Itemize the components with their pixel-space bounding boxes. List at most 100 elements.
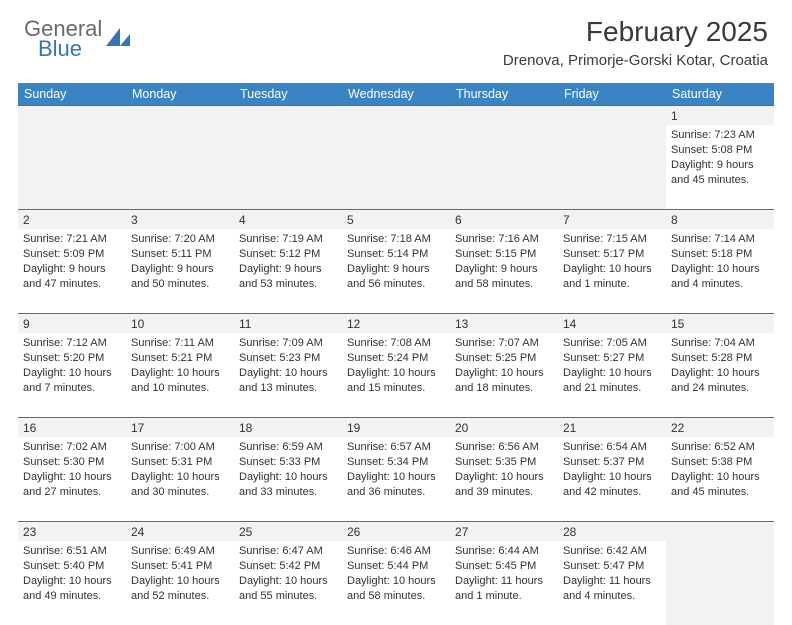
day-cell: Sunrise: 6:51 AMSunset: 5:40 PMDaylight:… <box>18 541 126 625</box>
logo: General Blue <box>24 16 132 62</box>
day-cell: Sunrise: 7:12 AMSunset: 5:20 PMDaylight:… <box>18 333 126 417</box>
day-number-row: 232425262728 <box>18 522 774 541</box>
day-cell: Sunrise: 7:00 AMSunset: 5:31 PMDaylight:… <box>126 437 234 521</box>
day-cell: Sunrise: 7:23 AMSunset: 5:08 PMDaylight:… <box>666 125 774 209</box>
day-number: 8 <box>666 210 774 229</box>
day-details: Sunrise: 7:05 AMSunset: 5:27 PMDaylight:… <box>563 336 661 395</box>
day-header-cell: Saturday <box>666 83 774 105</box>
day-content-row: Sunrise: 7:21 AMSunset: 5:09 PMDaylight:… <box>18 229 774 313</box>
day-cell: Sunrise: 7:04 AMSunset: 5:28 PMDaylight:… <box>666 333 774 417</box>
day-details: Sunrise: 7:02 AMSunset: 5:30 PMDaylight:… <box>23 440 121 499</box>
day-details: Sunrise: 6:51 AMSunset: 5:40 PMDaylight:… <box>23 544 121 603</box>
day-number-row: 1 <box>18 106 774 125</box>
day-cell: Sunrise: 7:05 AMSunset: 5:27 PMDaylight:… <box>558 333 666 417</box>
day-number-row: 9101112131415 <box>18 314 774 333</box>
empty-cell <box>126 125 234 209</box>
day-cell: Sunrise: 7:21 AMSunset: 5:09 PMDaylight:… <box>18 229 126 313</box>
day-details: Sunrise: 7:12 AMSunset: 5:20 PMDaylight:… <box>23 336 121 395</box>
day-details: Sunrise: 6:54 AMSunset: 5:37 PMDaylight:… <box>563 440 661 499</box>
day-number: 15 <box>666 314 774 333</box>
day-number: 26 <box>342 522 450 541</box>
day-header-cell: Thursday <box>450 83 558 105</box>
empty-cell <box>342 125 450 209</box>
day-number: 21 <box>558 418 666 437</box>
day-details: Sunrise: 7:11 AMSunset: 5:21 PMDaylight:… <box>131 336 229 395</box>
day-cell: Sunrise: 6:54 AMSunset: 5:37 PMDaylight:… <box>558 437 666 521</box>
day-cell: Sunrise: 6:49 AMSunset: 5:41 PMDaylight:… <box>126 541 234 625</box>
day-cell: Sunrise: 7:15 AMSunset: 5:17 PMDaylight:… <box>558 229 666 313</box>
day-cell: Sunrise: 7:11 AMSunset: 5:21 PMDaylight:… <box>126 333 234 417</box>
month-title: February 2025 <box>503 16 768 48</box>
day-cell: Sunrise: 7:14 AMSunset: 5:18 PMDaylight:… <box>666 229 774 313</box>
week-row: 9101112131415 Sunrise: 7:12 AMSunset: 5:2… <box>18 313 774 417</box>
empty-cell <box>666 541 774 625</box>
week-row: 16171819202122 Sunrise: 7:02 AMSunset: 5:… <box>18 417 774 521</box>
day-content-row: Sunrise: 7:23 AMSunset: 5:08 PMDaylight:… <box>18 125 774 209</box>
day-number: 19 <box>342 418 450 437</box>
day-number: 14 <box>558 314 666 333</box>
day-content-row: Sunrise: 6:51 AMSunset: 5:40 PMDaylight:… <box>18 541 774 625</box>
day-number: 11 <box>234 314 342 333</box>
day-details: Sunrise: 7:15 AMSunset: 5:17 PMDaylight:… <box>563 232 661 291</box>
day-details: Sunrise: 6:56 AMSunset: 5:35 PMDaylight:… <box>455 440 553 499</box>
day-details: Sunrise: 6:52 AMSunset: 5:38 PMDaylight:… <box>671 440 769 499</box>
day-header-cell: Friday <box>558 83 666 105</box>
day-number: 9 <box>18 314 126 333</box>
day-cell: Sunrise: 6:56 AMSunset: 5:35 PMDaylight:… <box>450 437 558 521</box>
day-number <box>450 106 558 125</box>
day-number <box>558 106 666 125</box>
day-number: 7 <box>558 210 666 229</box>
day-details: Sunrise: 7:19 AMSunset: 5:12 PMDaylight:… <box>239 232 337 291</box>
day-number: 27 <box>450 522 558 541</box>
day-cell: Sunrise: 7:07 AMSunset: 5:25 PMDaylight:… <box>450 333 558 417</box>
day-cell: Sunrise: 7:20 AMSunset: 5:11 PMDaylight:… <box>126 229 234 313</box>
day-cell: Sunrise: 6:46 AMSunset: 5:44 PMDaylight:… <box>342 541 450 625</box>
title-block: February 2025 Drenova, Primorje-Gorski K… <box>503 16 768 69</box>
day-details: Sunrise: 7:04 AMSunset: 5:28 PMDaylight:… <box>671 336 769 395</box>
empty-cell <box>558 125 666 209</box>
day-cell: Sunrise: 6:52 AMSunset: 5:38 PMDaylight:… <box>666 437 774 521</box>
day-number-row: 16171819202122 <box>18 418 774 437</box>
day-number: 20 <box>450 418 558 437</box>
day-number: 4 <box>234 210 342 229</box>
day-cell: Sunrise: 6:42 AMSunset: 5:47 PMDaylight:… <box>558 541 666 625</box>
day-cell: Sunrise: 6:44 AMSunset: 5:45 PMDaylight:… <box>450 541 558 625</box>
day-number: 22 <box>666 418 774 437</box>
day-number <box>126 106 234 125</box>
day-number: 1 <box>666 106 774 125</box>
day-details: Sunrise: 7:18 AMSunset: 5:14 PMDaylight:… <box>347 232 445 291</box>
day-details: Sunrise: 6:44 AMSunset: 5:45 PMDaylight:… <box>455 544 553 603</box>
day-number: 18 <box>234 418 342 437</box>
day-details: Sunrise: 6:57 AMSunset: 5:34 PMDaylight:… <box>347 440 445 499</box>
day-details: Sunrise: 7:20 AMSunset: 5:11 PMDaylight:… <box>131 232 229 291</box>
calendar: SundayMondayTuesdayWednesdayThursdayFrid… <box>18 83 774 625</box>
day-number: 25 <box>234 522 342 541</box>
day-details: Sunrise: 6:49 AMSunset: 5:41 PMDaylight:… <box>131 544 229 603</box>
day-number: 16 <box>18 418 126 437</box>
day-header-cell: Monday <box>126 83 234 105</box>
day-details: Sunrise: 7:14 AMSunset: 5:18 PMDaylight:… <box>671 232 769 291</box>
day-number: 24 <box>126 522 234 541</box>
day-content-row: Sunrise: 7:12 AMSunset: 5:20 PMDaylight:… <box>18 333 774 417</box>
day-cell: Sunrise: 7:18 AMSunset: 5:14 PMDaylight:… <box>342 229 450 313</box>
day-details: Sunrise: 7:07 AMSunset: 5:25 PMDaylight:… <box>455 336 553 395</box>
day-number: 12 <box>342 314 450 333</box>
week-row: 232425262728 Sunrise: 6:51 AMSunset: 5:40… <box>18 521 774 625</box>
day-details: Sunrise: 6:46 AMSunset: 5:44 PMDaylight:… <box>347 544 445 603</box>
day-cell: Sunrise: 7:08 AMSunset: 5:24 PMDaylight:… <box>342 333 450 417</box>
day-details: Sunrise: 7:08 AMSunset: 5:24 PMDaylight:… <box>347 336 445 395</box>
day-cell: Sunrise: 7:19 AMSunset: 5:12 PMDaylight:… <box>234 229 342 313</box>
weeks-container: 1Sunrise: 7:23 AMSunset: 5:08 PMDaylight… <box>18 105 774 625</box>
day-cell: Sunrise: 6:47 AMSunset: 5:42 PMDaylight:… <box>234 541 342 625</box>
day-cell: Sunrise: 6:59 AMSunset: 5:33 PMDaylight:… <box>234 437 342 521</box>
day-number <box>18 106 126 125</box>
day-header-cell: Tuesday <box>234 83 342 105</box>
day-details: Sunrise: 7:16 AMSunset: 5:15 PMDaylight:… <box>455 232 553 291</box>
day-cell: Sunrise: 6:57 AMSunset: 5:34 PMDaylight:… <box>342 437 450 521</box>
day-details: Sunrise: 7:00 AMSunset: 5:31 PMDaylight:… <box>131 440 229 499</box>
empty-cell <box>234 125 342 209</box>
day-cell: Sunrise: 7:09 AMSunset: 5:23 PMDaylight:… <box>234 333 342 417</box>
day-number: 6 <box>450 210 558 229</box>
day-cell: Sunrise: 7:02 AMSunset: 5:30 PMDaylight:… <box>18 437 126 521</box>
day-number: 5 <box>342 210 450 229</box>
